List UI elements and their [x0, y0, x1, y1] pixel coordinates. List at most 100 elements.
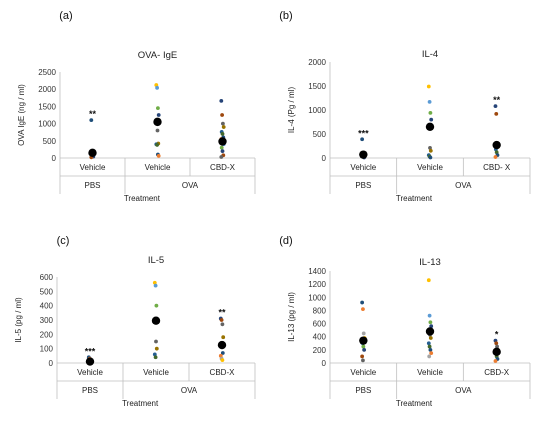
chart-panel-3: (d) IL-13 IL-13 (pg / ml) 0 200 400 600 800 1000… — [279, 235, 531, 408]
mean-marker — [492, 347, 501, 357]
panel-label: (a) — [59, 10, 72, 22]
data-point — [156, 154, 161, 158]
data-point — [156, 106, 160, 111]
data-point — [155, 85, 160, 90]
data-point — [428, 336, 433, 340]
data-point — [426, 341, 431, 346]
category-label: Vehicle — [417, 368, 443, 377]
significance-marker: *** — [358, 128, 369, 138]
category-label: CBD- X — [483, 163, 511, 172]
data-point — [220, 132, 225, 136]
y-tick-label: 0 — [322, 154, 327, 163]
mean-marker — [151, 316, 161, 325]
y-tick-label: 1500 — [308, 82, 326, 91]
data-point — [156, 113, 161, 117]
data-point — [360, 354, 365, 359]
group-label: OVA — [455, 386, 472, 395]
group-label: PBS — [82, 386, 98, 395]
y-tick-label: 1500 — [38, 102, 56, 111]
category-label: Vehicle — [77, 368, 103, 377]
data-point — [427, 99, 432, 104]
data-point — [426, 278, 431, 283]
y-tick-label: 0 — [322, 359, 327, 368]
panel-label: (c) — [57, 235, 70, 247]
data-point — [154, 339, 158, 344]
category-label: CBD-X — [484, 368, 510, 377]
mean-marker — [153, 117, 162, 127]
data-point — [154, 303, 159, 308]
data-point — [428, 110, 433, 115]
data-point — [221, 125, 226, 129]
data-point — [428, 347, 433, 352]
category-label: Vehicle — [350, 368, 376, 377]
data-point — [219, 318, 224, 322]
data-point — [153, 283, 158, 288]
chart-title: IL-13 — [419, 257, 441, 268]
mean-marker — [425, 122, 435, 131]
data-point — [427, 354, 432, 359]
y-tick-label: 600 — [313, 320, 327, 329]
data-point — [429, 324, 434, 329]
data-point — [428, 155, 433, 160]
treatment-axis-label: Treatment — [122, 399, 159, 408]
y-tick-label: 1000 — [308, 106, 326, 115]
y-tick-label: 100 — [40, 345, 54, 354]
y-tick-label: 1200 — [308, 280, 326, 289]
mean-marker — [359, 336, 368, 345]
y-tick-label: 200 — [313, 346, 327, 355]
significance-marker: ** — [493, 95, 501, 105]
chart-panel-0: (a) OVA- IgE OVA IgE (ng / ml) 0 500 1000 1500… — [17, 10, 256, 203]
data-point — [219, 155, 224, 159]
category-label: Vehicle — [417, 163, 443, 172]
chart-panel-1: (b) IL-4 IL-4 (Pg / ml) 0 500 1000 1500 2000 Veh… — [279, 10, 531, 203]
data-point — [429, 117, 434, 122]
data-point — [494, 341, 499, 346]
mean-marker — [217, 340, 227, 350]
data-point — [494, 111, 499, 116]
y-tick-label: 1000 — [38, 120, 56, 129]
data-point — [360, 300, 365, 305]
data-point — [360, 137, 365, 142]
data-point — [220, 149, 225, 154]
y-tick-label: 800 — [313, 306, 327, 315]
y-tick-label: 500 — [313, 130, 327, 139]
y-tick-label: 0 — [49, 359, 54, 368]
data-point — [361, 344, 366, 349]
group-label: OVA — [181, 386, 198, 395]
category-label: Vehicle — [143, 368, 169, 377]
y-tick-label: 2000 — [38, 85, 56, 94]
data-point — [89, 118, 94, 123]
data-point — [427, 344, 432, 349]
y-tick-label: 200 — [40, 330, 54, 339]
mean-marker — [359, 150, 368, 159]
treatment-axis-label: Treatment — [396, 399, 433, 408]
y-tick-label: 400 — [313, 333, 327, 342]
treatment-axis-label: Treatment — [396, 194, 433, 203]
treatment-axis-label: Treatment — [124, 194, 161, 203]
chart-title: IL-5 — [148, 255, 164, 266]
data-point — [428, 146, 432, 150]
category-label: Vehicle — [350, 163, 376, 172]
y-axis-label: IL-13 (pg / ml) — [287, 292, 296, 342]
data-point — [218, 353, 223, 358]
data-point — [220, 322, 225, 327]
data-point — [154, 346, 159, 351]
significance-marker: * — [495, 330, 499, 340]
data-point — [427, 313, 432, 318]
data-point — [426, 84, 431, 89]
mean-marker — [218, 137, 227, 146]
data-point — [221, 121, 225, 126]
group-label: PBS — [84, 181, 100, 190]
y-tick-label: 400 — [40, 302, 54, 311]
category-label: Vehicle — [80, 163, 106, 172]
y-tick-label: 500 — [40, 287, 54, 296]
data-point — [220, 351, 225, 355]
data-point — [155, 128, 160, 133]
data-point — [493, 359, 498, 363]
data-point — [495, 344, 499, 349]
category-label: Vehicle — [145, 163, 171, 172]
y-tick-label: 600 — [40, 273, 54, 282]
data-point — [220, 113, 225, 117]
data-point — [220, 358, 225, 363]
data-point — [219, 98, 224, 103]
